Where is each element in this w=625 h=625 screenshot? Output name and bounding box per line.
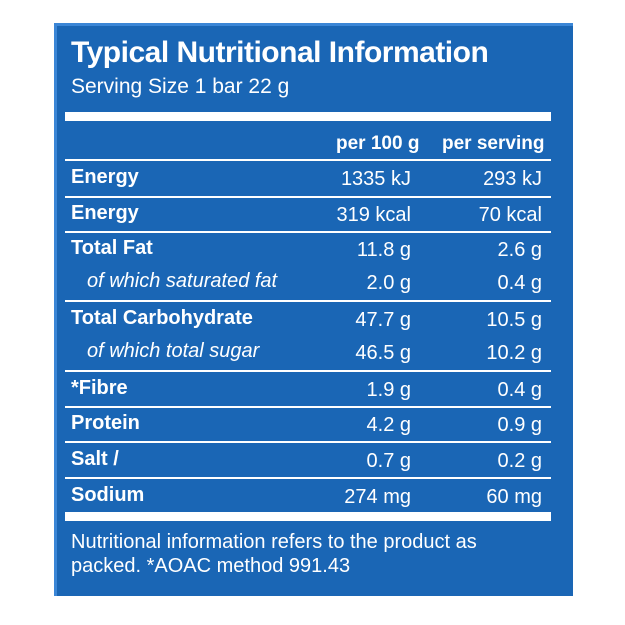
panel-title: Typical Nutritional Information <box>71 36 489 69</box>
row-label: Protein <box>71 412 140 434</box>
nutrition-panel: Typical Nutritional Information Serving … <box>54 23 573 596</box>
table-row: of which total sugar 46.5 g 10.2 g <box>57 336 573 370</box>
table-row: Protein 4.2 g 0.9 g <box>57 408 573 442</box>
value-per-100g: 319 kcal <box>336 204 412 226</box>
value-per-100g: 11.8 g <box>356 239 411 261</box>
row-label: Energy <box>71 166 139 188</box>
table-row: Salt / 0.7 g 0.2 g <box>57 444 573 478</box>
value-per-100g: 1335 kJ <box>340 168 411 190</box>
row-label: Total Fat <box>71 237 153 259</box>
divider <box>65 512 551 521</box>
footer-note: Nutritional information refers to the pr… <box>71 531 477 577</box>
row-label: *Fibre <box>71 377 128 399</box>
divider <box>65 196 551 198</box>
value-per-serving: 0.9 g <box>497 414 542 436</box>
value-per-serving: 0.4 g <box>497 272 542 294</box>
row-label: Total Carbohydrate <box>71 307 253 329</box>
table-row: Total Fat 11.8 g 2.6 g <box>57 233 573 267</box>
row-label: Sodium <box>71 484 145 506</box>
value-per-serving: 10.5 g <box>486 309 542 331</box>
column-header-per-100g: per 100 g <box>336 133 420 154</box>
row-label: of which total sugar <box>87 340 260 362</box>
value-per-serving: 70 kcal <box>478 204 542 226</box>
table-row: Energy 319 kcal 70 kcal <box>57 198 573 232</box>
value-per-serving: 10.2 g <box>486 342 542 364</box>
divider <box>65 370 551 372</box>
row-label: of which saturated fat <box>87 270 278 292</box>
value-per-100g: 1.9 g <box>366 379 411 401</box>
value-per-100g: 2.0 g <box>366 272 411 294</box>
serving-size: Serving Size 1 bar 22 g <box>71 75 290 98</box>
divider <box>65 300 551 302</box>
divider <box>65 231 551 233</box>
table-row: Total Carbohydrate 47.7 g 10.5 g <box>57 303 573 337</box>
table-row: Energy 1335 kJ 293 kJ <box>57 162 573 196</box>
value-per-100g: 46.5 g <box>355 342 411 364</box>
value-per-100g: 4.2 g <box>366 414 411 436</box>
row-label: Salt / <box>71 448 119 470</box>
value-per-serving: 60 mg <box>486 486 542 508</box>
table-row: Sodium 274 mg 60 mg <box>57 480 573 514</box>
value-per-100g: 274 mg <box>344 486 411 508</box>
value-per-serving: 0.4 g <box>497 379 542 401</box>
divider <box>65 112 551 121</box>
divider <box>65 406 551 408</box>
divider <box>65 441 551 443</box>
divider <box>65 159 551 161</box>
column-header-per-serving: per serving <box>442 133 545 154</box>
value-per-serving: 293 kJ <box>483 168 542 190</box>
value-per-serving: 2.6 g <box>497 239 542 261</box>
value-per-100g: 0.7 g <box>366 450 411 472</box>
value-per-serving: 0.2 g <box>497 450 542 472</box>
value-per-100g: 47.7 g <box>355 309 411 331</box>
table-row: of which saturated fat 2.0 g 0.4 g <box>57 266 573 300</box>
row-label: Energy <box>71 202 139 224</box>
table-row: *Fibre 1.9 g 0.4 g <box>57 373 573 407</box>
divider <box>65 477 551 479</box>
